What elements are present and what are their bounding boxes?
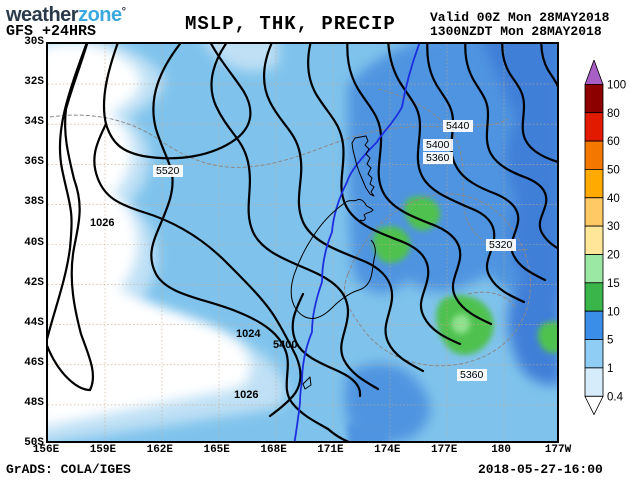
svg-text:5400: 5400 <box>273 339 297 351</box>
svg-text:1026: 1026 <box>90 217 114 229</box>
svg-text:50: 50 <box>607 165 620 177</box>
svg-text:5360: 5360 <box>460 369 484 381</box>
svg-text:10: 10 <box>607 306 620 318</box>
svg-text:5320: 5320 <box>489 239 513 251</box>
svg-text:40: 40 <box>607 193 620 205</box>
svg-text:0.4: 0.4 <box>607 391 624 403</box>
svg-text:1: 1 <box>607 363 613 375</box>
svg-text:5360: 5360 <box>426 152 450 164</box>
svg-text:20: 20 <box>607 250 620 262</box>
svg-text:5400: 5400 <box>426 139 450 151</box>
svg-text:100: 100 <box>607 80 626 92</box>
svg-text:60: 60 <box>607 136 620 148</box>
svg-text:5: 5 <box>607 335 613 347</box>
svg-text:5520: 5520 <box>156 165 180 177</box>
svg-text:5440: 5440 <box>446 120 470 132</box>
svg-text:1024: 1024 <box>236 328 261 340</box>
svg-text:80: 80 <box>607 108 620 120</box>
svg-text:30: 30 <box>607 221 620 233</box>
svg-text:1026: 1026 <box>234 389 258 401</box>
svg-text:15: 15 <box>607 278 620 290</box>
